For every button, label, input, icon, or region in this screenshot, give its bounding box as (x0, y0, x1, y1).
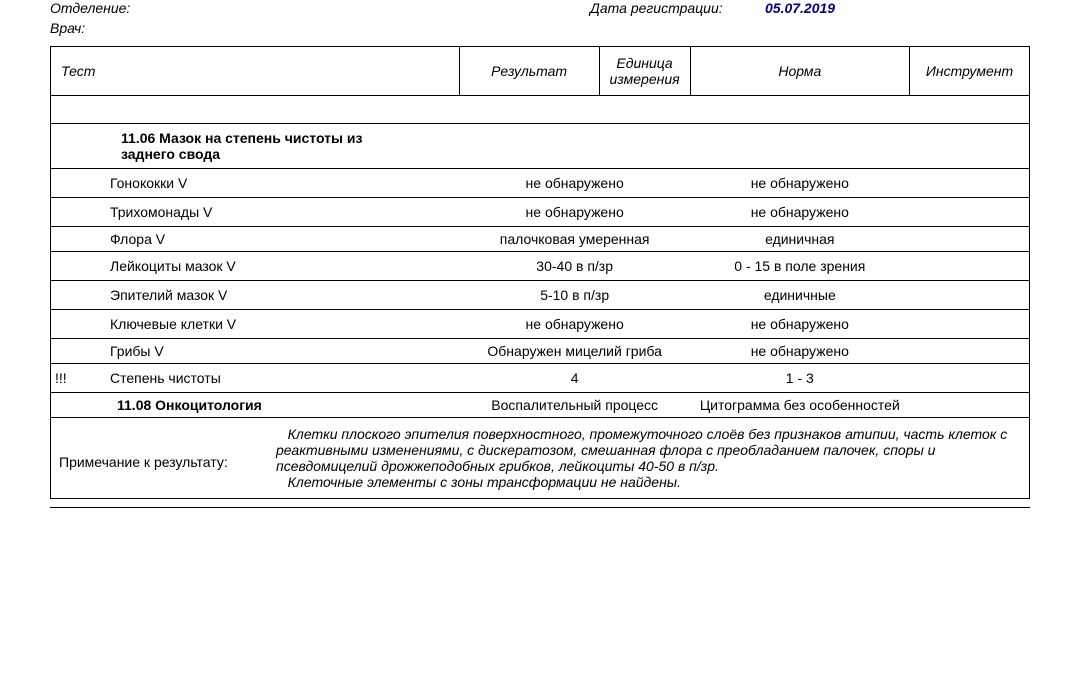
result-cell: палочковая умеренная (459, 227, 690, 252)
norm-cell: не обнаружено (690, 198, 909, 227)
test-name: Трихомонады V (80, 204, 212, 220)
test-name: Грибы V (80, 343, 164, 359)
test-name: Гонококки V (80, 175, 187, 191)
th-test: Тест (51, 47, 460, 96)
norm-cell: не обнаружено (690, 339, 909, 364)
table-header-row: Тест Результат Единица измерения Норма И… (51, 47, 1030, 96)
th-unit: Единица измерения (599, 47, 690, 96)
instrument-cell (910, 393, 1030, 418)
instrument-cell (910, 252, 1030, 281)
instrument-cell (910, 281, 1030, 310)
instrument-cell (910, 364, 1030, 393)
table-row: Гонококки V не обнаружено не обнаружено (51, 169, 1030, 198)
result-cell: 5-10 в п/зр (459, 281, 690, 310)
norm-cell: единичная (690, 227, 909, 252)
norm-cell: 1 - 3 (690, 364, 909, 393)
test-name: Эпителий мазок V (80, 287, 227, 303)
table-row: Флора V палочковая умеренная единичная (51, 227, 1030, 252)
table-row: !!!Степень чистоты 4 1 - 3 (51, 364, 1030, 393)
section2-row: 11.08 Онкоцитология Воспалительный проце… (51, 393, 1030, 418)
bottom-border (50, 507, 1030, 508)
section1-title: 11.06 Мазок на степень чистоты из заднег… (51, 130, 401, 162)
norm-cell: 0 - 15 в поле зрения (690, 252, 909, 281)
th-result: Результат (459, 47, 599, 96)
table-row: Грибы V Обнаружен мицелий гриба не обнар… (51, 339, 1030, 364)
result-cell: 4 (459, 364, 690, 393)
alert-mark: !!! (55, 370, 80, 386)
instrument-cell (910, 310, 1030, 339)
doctor-label: Врач: (50, 20, 180, 36)
table-row: Лейкоциты мазок V 30-40 в п/зр 0 - 15 в … (51, 252, 1030, 281)
instrument-cell (910, 227, 1030, 252)
header-info: Отделение: Дата регистрации: 05.07.2019 … (50, 0, 1030, 36)
section2-title: 11.08 Онкоцитология (55, 397, 262, 413)
result-cell: 30-40 в п/зр (459, 252, 690, 281)
test-name: Степень чистоты (80, 370, 221, 386)
result-cell: не обнаружено (459, 310, 690, 339)
test-name: Лейкоциты мазок V (80, 258, 236, 274)
table-row: Эпителий мазок V 5-10 в п/зр единичные (51, 281, 1030, 310)
results-table: Тест Результат Единица измерения Норма И… (50, 46, 1030, 499)
section2-norm: Цитограмма без особенностей (690, 393, 909, 418)
section-header-row: 11.06 Мазок на степень чистоты из заднег… (51, 124, 1030, 169)
section2-result: Воспалительный процесс (459, 393, 690, 418)
instrument-cell (910, 169, 1030, 198)
result-cell: не обнаружено (459, 169, 690, 198)
norm-cell: не обнаружено (690, 310, 909, 339)
result-cell: Обнаружен мицелий гриба (459, 339, 690, 364)
notes-text: Клетки плоского эпителия поверхностного,… (276, 426, 1029, 490)
instrument-cell (910, 198, 1030, 227)
table-row: Трихомонады V не обнаружено не обнаружен… (51, 198, 1030, 227)
norm-cell: не обнаружено (690, 169, 909, 198)
instrument-cell (910, 339, 1030, 364)
notes-label: Примечание к результату: (51, 426, 276, 490)
regdate-label: Дата регистрации: (590, 0, 755, 16)
norm-cell: единичные (690, 281, 909, 310)
dept-label: Отделение: (50, 0, 180, 16)
test-name: Ключевые клетки V (80, 316, 236, 332)
spacer-row (51, 96, 1030, 124)
th-instrument: Инструмент (910, 47, 1030, 96)
notes-row: Примечание к результату: Клетки плоского… (51, 418, 1030, 499)
table-row: Ключевые клетки V не обнаружено не обнар… (51, 310, 1030, 339)
th-norm: Норма (690, 47, 909, 96)
regdate-value: 05.07.2019 (765, 0, 835, 16)
test-name: Флора V (80, 231, 165, 247)
result-cell: не обнаружено (459, 198, 690, 227)
